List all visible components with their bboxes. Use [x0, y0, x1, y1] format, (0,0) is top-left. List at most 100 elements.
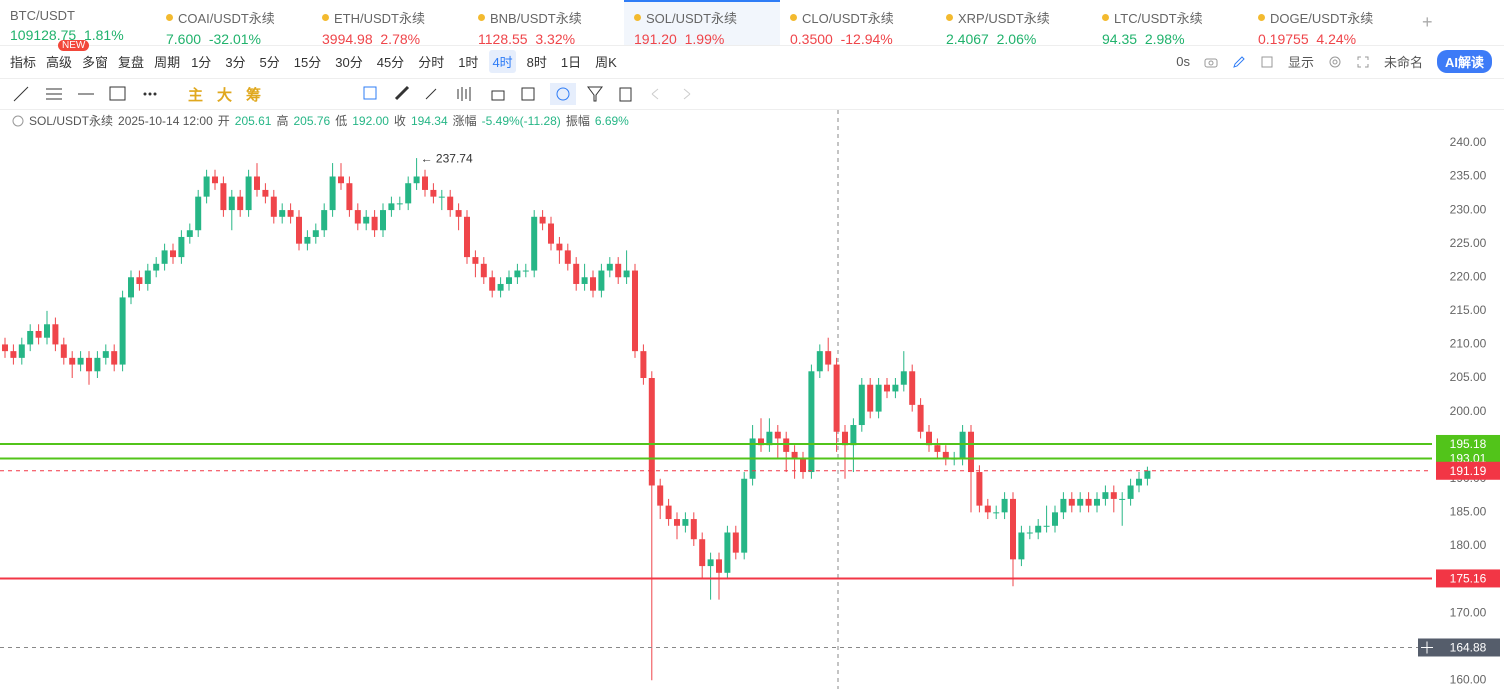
interval-button[interactable]: 8时	[526, 54, 547, 70]
candle-body	[178, 236, 185, 258]
ticker-price: 2.4067	[946, 31, 989, 47]
pen-icon[interactable]	[1232, 55, 1246, 69]
ticker-price: 191.20	[634, 31, 677, 47]
info-value: 205.76	[293, 113, 331, 128]
toolbar-button[interactable]: 指标	[10, 54, 37, 70]
candle-body	[497, 283, 504, 291]
ticker-tab[interactable]: SOL/USDT永续 191.20 1.99%	[624, 0, 780, 47]
candle-body	[262, 189, 269, 197]
candle-body	[615, 263, 622, 278]
candle-body	[581, 277, 588, 284]
price-tag	[1436, 569, 1500, 588]
ticker-quote: 7.600 -32.01%	[166, 31, 312, 47]
price-tag-label: 195.18	[1450, 437, 1487, 451]
fullscreen-icon[interactable]	[1356, 55, 1370, 69]
interval-button[interactable]: 分时	[418, 54, 445, 70]
toolbar-button[interactable]: 复盘	[118, 54, 145, 70]
candle-body	[808, 371, 815, 473]
info-value: 194.34	[410, 113, 448, 128]
coin-icon	[166, 14, 173, 21]
interval-button[interactable]: 4时	[489, 49, 516, 73]
coin-icon	[634, 14, 641, 21]
ticker-name-row: COAI/USDT永续	[166, 8, 312, 27]
ticker-name: LTC/USDT永续	[1114, 11, 1203, 26]
candle-body	[1127, 485, 1134, 499]
interval-button[interactable]: 15分	[293, 54, 322, 70]
candle-body	[94, 357, 101, 372]
interval-button[interactable]: 周K	[595, 54, 617, 70]
candle-body	[825, 351, 832, 365]
candle-body	[716, 559, 722, 573]
interval-button[interactable]: 1时	[458, 54, 479, 70]
candle-body	[18, 344, 25, 358]
ticker-change: -12.94%	[840, 31, 893, 47]
info-label: 低	[335, 114, 348, 128]
camera-icon[interactable]	[1204, 56, 1218, 68]
ticker-tab[interactable]: BTC/USDT 109128.75 1.81%	[0, 0, 156, 45]
candle-body	[228, 196, 235, 211]
candle-body	[1102, 492, 1109, 499]
candle-body	[766, 431, 773, 446]
candle-body	[388, 203, 395, 211]
interval-button[interactable]: 45分	[376, 54, 405, 70]
candle-body	[279, 210, 286, 217]
toolbar-right: 0s 显示 未命名 AI解读	[1176, 50, 1492, 73]
candle-body	[455, 210, 462, 217]
candle-body	[875, 384, 882, 412]
interval-button[interactable]: 3分	[225, 54, 246, 70]
indicator-shortcut[interactable]: 大	[217, 87, 233, 104]
info-label: 开	[217, 114, 230, 128]
toolbar-button[interactable]: 周期	[154, 54, 181, 70]
ticker-tab[interactable]: XRP/USDT永续 2.4067 2.06%	[936, 0, 1092, 47]
candle-body	[724, 532, 731, 573]
interval-button[interactable]: 30分	[335, 54, 363, 70]
candle-body	[296, 216, 302, 244]
candle-body	[346, 183, 353, 211]
chart: 160.00165.00170.00175.00180.00185.00190.…	[0, 110, 1500, 689]
interval-button[interactable]: 1日	[560, 54, 582, 70]
candle-body	[27, 330, 34, 345]
candle-body	[371, 216, 378, 231]
candle-body	[506, 277, 512, 284]
price-tag-label: 164.88	[1450, 641, 1487, 655]
settings-icon[interactable]	[1328, 55, 1342, 69]
layout-name[interactable]: 未命名	[1383, 55, 1423, 70]
toolbar-button[interactable]: 多窗	[82, 54, 109, 70]
info-time: 2025-10-14 12:00	[118, 113, 213, 128]
new-badge: NEW	[58, 40, 90, 51]
add-tab[interactable]: +	[1422, 12, 1433, 32]
candle-body	[195, 196, 202, 231]
price-tag	[1436, 638, 1500, 657]
indicator-shortcut[interactable]: 筹	[246, 87, 262, 104]
ticker-tab[interactable]: BNB/USDT永续 1128.55 3.32%	[468, 0, 624, 47]
collapse-icon[interactable]	[12, 115, 24, 127]
ticker-tab[interactable]: LTC/USDT永续 94.35 2.98%	[1092, 0, 1248, 47]
candle-body	[464, 216, 470, 258]
candle-body	[984, 505, 991, 513]
info-label: 高	[276, 114, 289, 128]
ticker-tab[interactable]: COAI/USDT永续 7.600 -32.01%	[156, 0, 312, 47]
ticker-name-row: DOGE/USDT永续	[1258, 8, 1404, 27]
display-button[interactable]: 显示	[1287, 55, 1314, 70]
candle-body	[884, 384, 890, 392]
indicator-shortcut[interactable]: 主	[188, 87, 204, 104]
ticker-name: XRP/USDT永续	[958, 11, 1050, 26]
info-label: 涨幅	[452, 114, 477, 128]
coin-icon	[1102, 14, 1109, 21]
ai-button[interactable]: AI解读	[1436, 50, 1492, 73]
candle-body	[304, 236, 311, 244]
interval-button[interactable]: 5分	[259, 54, 280, 70]
window-icon[interactable]	[1260, 55, 1274, 69]
ticker-tab[interactable]: DOGE/USDT永续 0.19755 4.24%	[1248, 0, 1404, 47]
interval-button[interactable]: 1分	[191, 54, 212, 70]
ticker-tab[interactable]: CLO/USDT永续 0.3500 -12.94%	[780, 0, 936, 47]
ticker-name: BTC/USDT	[10, 8, 75, 23]
ticker-tab[interactable]: ETH/USDT永续 3994.98 2.78%	[312, 0, 468, 47]
candle-body	[396, 203, 403, 205]
coin-icon	[946, 14, 953, 21]
candle-body	[245, 176, 252, 211]
candle-body	[934, 445, 941, 452]
toolbar-button[interactable]: 高级	[46, 54, 73, 70]
ticker-name-row: SOL/USDT永续	[634, 8, 780, 27]
candle-body	[783, 438, 790, 452]
